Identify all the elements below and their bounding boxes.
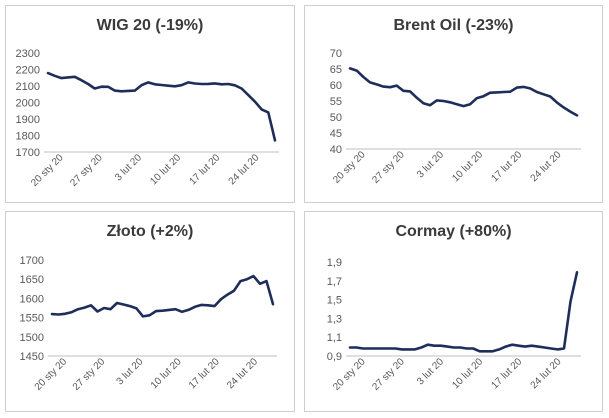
y-tick-label: 1550 <box>20 313 44 325</box>
y-tick-label: 1500 <box>20 332 44 344</box>
x-tick-label: 27 sty 20 <box>68 152 105 189</box>
y-tick-label: 1600 <box>20 293 44 305</box>
x-tick-label: 10 lut 20 <box>450 149 485 184</box>
x-tick-label: 24 lut 20 <box>225 356 260 391</box>
y-tick-label: 45 <box>330 128 342 140</box>
series-line <box>348 270 579 353</box>
y-tick-label: 2200 <box>16 65 40 77</box>
y-tick-label: 1900 <box>16 114 40 126</box>
y-tick-label: 1,3 <box>327 313 342 325</box>
x-tick-label: 27 sty 20 <box>370 356 407 393</box>
series-line <box>50 274 275 318</box>
series-line <box>46 71 277 142</box>
chart-title: Cormay (+80%) <box>395 223 512 240</box>
x-tick-label: 27 sty 20 <box>370 149 407 186</box>
y-tick-label: 70 <box>330 48 342 60</box>
x-tick-label: 3 lut 20 <box>113 152 144 183</box>
series-line <box>348 67 579 117</box>
y-tick-label: 55 <box>330 96 342 108</box>
y-tick-label: 2000 <box>16 98 40 110</box>
y-tick-label: 1450 <box>20 351 44 363</box>
y-tick-label: 2100 <box>16 81 40 93</box>
y-tick-label: 1700 <box>16 147 40 159</box>
y-tick-label: 1700 <box>20 255 44 267</box>
x-tick-label: 17 lut 20 <box>187 356 222 391</box>
y-tick-label: 1,5 <box>327 295 342 307</box>
cormay-plot: 1,91,71,51,31,10,920 sty 20 27 sty 20 3 lu… <box>327 257 581 393</box>
zloto-chart-panel: Złoto (+2%) 1700 1650 1600 1550 1500 1450 20 s… <box>5 211 295 412</box>
cormay-chart-panel: Cormay (+80%) 1,9 1,7 1,5 1,3 1,1 0,9 20 sty 2… <box>304 211 603 412</box>
brent-oil-chart-panel: Brent Oil (-23%) 70 65 60 55 50 45 40 20 sty 20… <box>304 5 603 203</box>
y-tick-label: 60 <box>330 80 342 92</box>
x-tick-label: 17 lut 20 <box>489 356 524 391</box>
y-tick-label: 0,9 <box>327 351 342 363</box>
x-tick-label: 3 lut 20 <box>415 149 446 180</box>
wig20-chart-panel: WIG 20 (-19%) 2300 2200 2100 2000 1900 1800 17… <box>5 5 295 203</box>
x-tick-label: 17 lut 20 <box>187 152 222 187</box>
x-tick-label: 10 lut 20 <box>450 356 485 391</box>
x-tick-label: 10 lut 20 <box>148 152 183 187</box>
x-tick-label: 3 lut 20 <box>115 356 146 387</box>
x-tick-label: 24 lut 20 <box>529 149 564 184</box>
x-tick-label: 3 lut 20 <box>415 356 446 387</box>
y-tick-label: 1,1 <box>327 332 342 344</box>
y-tick-label: 65 <box>330 64 342 76</box>
x-tick-label: 10 lut 20 <box>149 356 184 391</box>
chart-title: WIG 20 (-19%) <box>96 17 204 34</box>
chart-title: Złoto (+2%) <box>106 223 194 240</box>
y-tick-label: 1,7 <box>327 276 342 288</box>
chart-title: Brent Oil (-23%) <box>393 17 514 34</box>
y-tick-label: 50 <box>330 112 342 124</box>
x-tick-label: 17 lut 20 <box>489 149 524 184</box>
y-tick-label: 1650 <box>20 274 44 286</box>
x-tick-label: 24 lut 20 <box>529 356 564 391</box>
x-tick-label: 24 lut 20 <box>227 152 262 187</box>
x-tick-label: 27 sty 20 <box>71 356 108 393</box>
y-tick-label: 1,9 <box>327 257 342 269</box>
y-tick-label: 1800 <box>16 131 40 143</box>
y-tick-label: 2300 <box>16 48 40 60</box>
y-tick-label: 40 <box>330 144 342 156</box>
